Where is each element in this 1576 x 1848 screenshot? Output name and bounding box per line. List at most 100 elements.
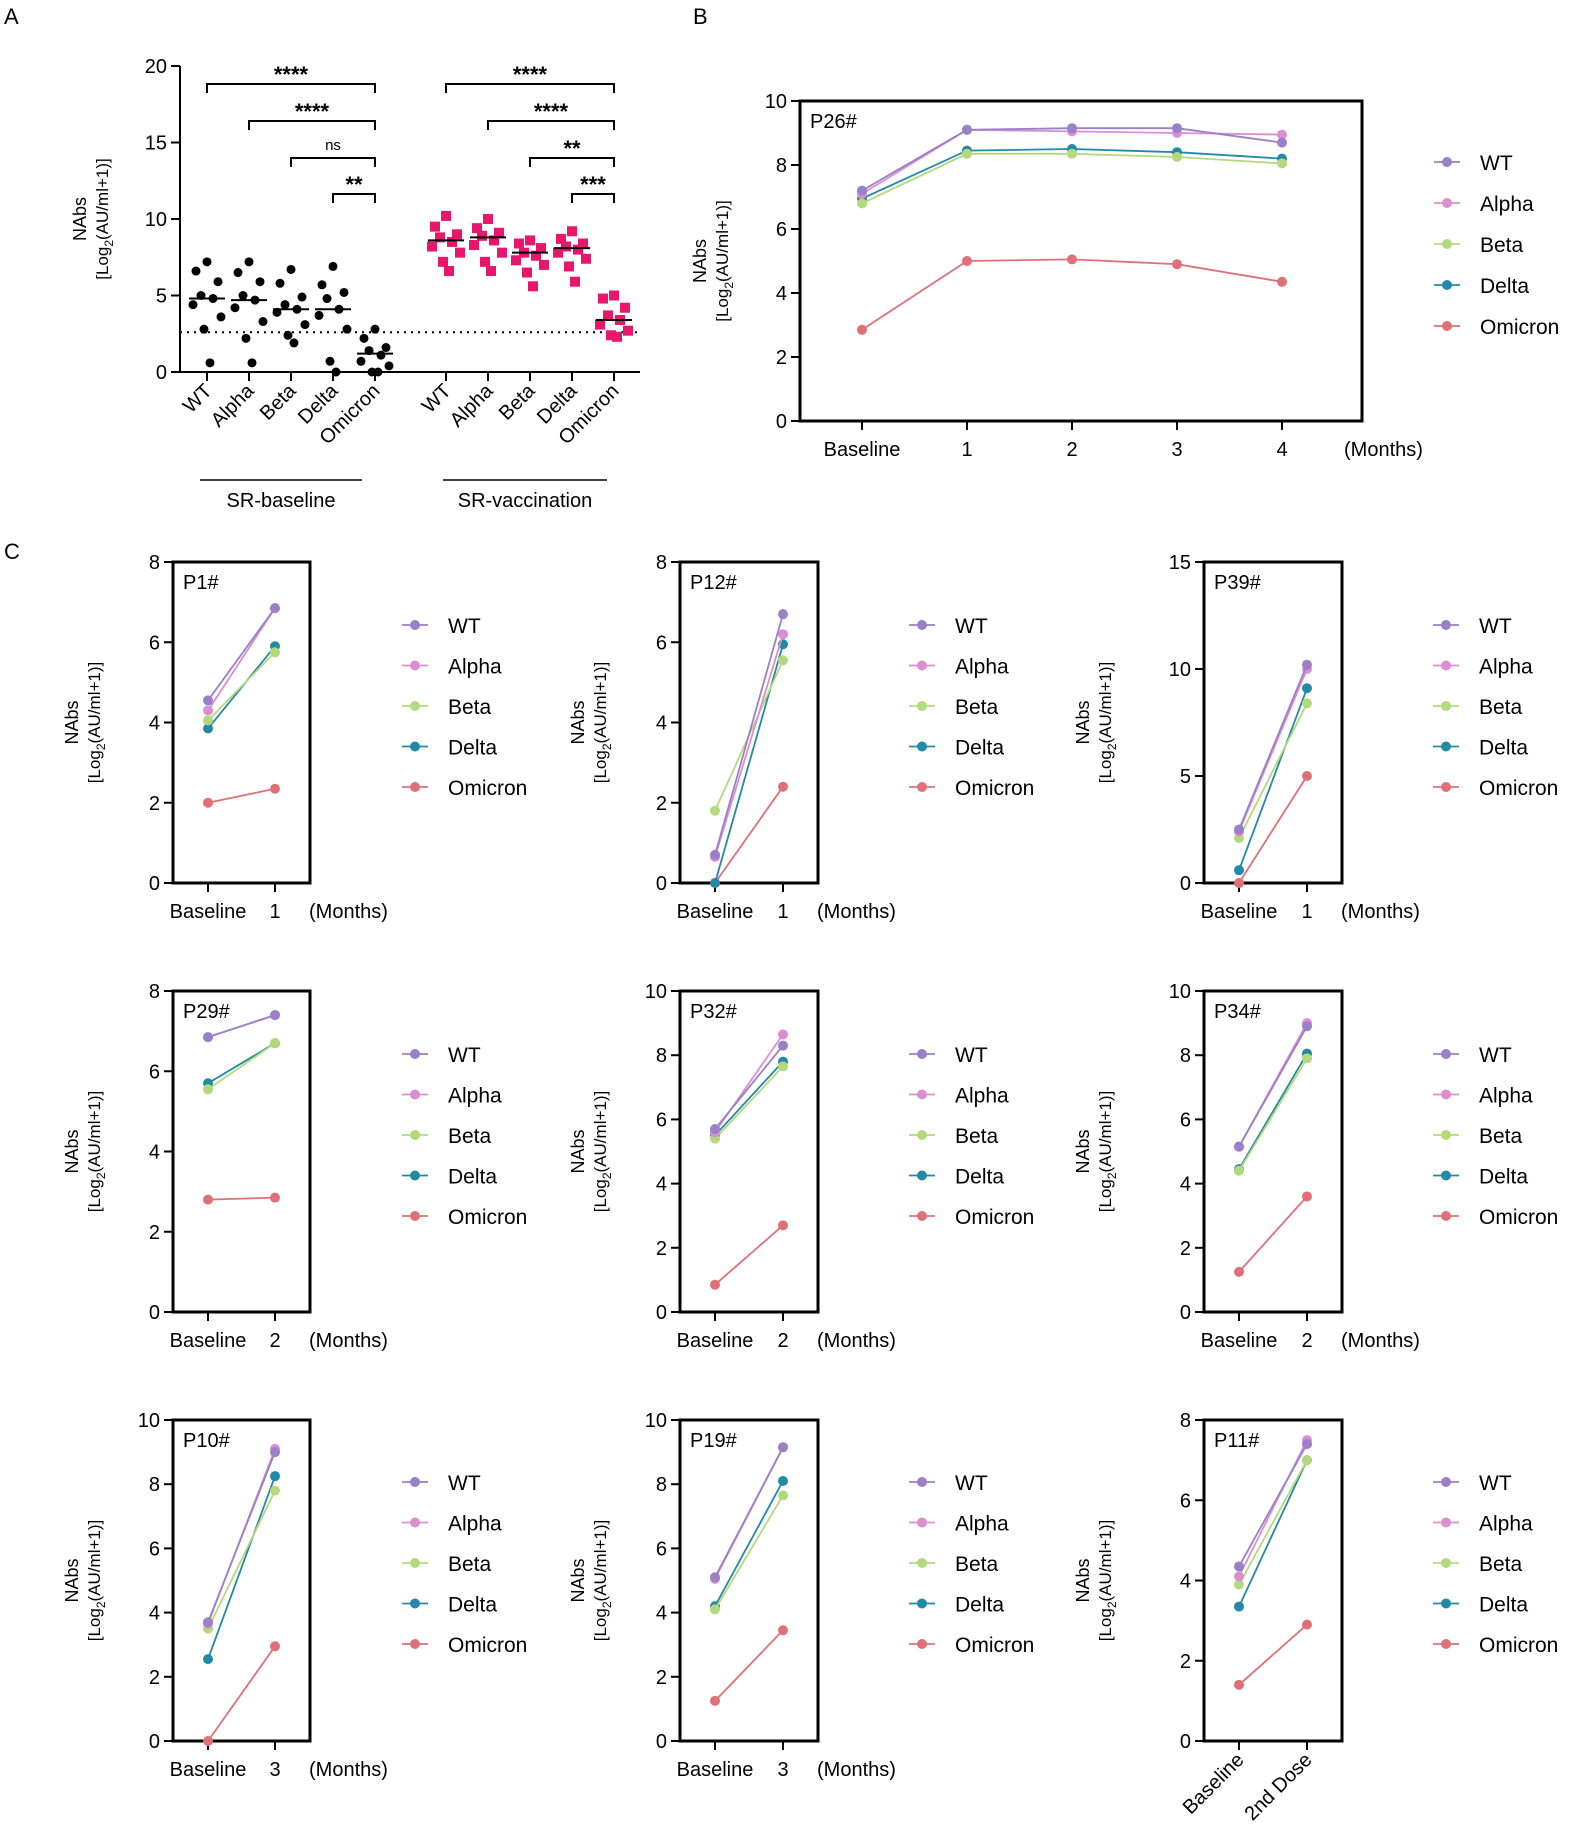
y-tick-label: 0: [156, 362, 167, 384]
plot-frame: [678, 989, 820, 1314]
series-line-delta: [714, 644, 784, 884]
data-point-vaccination: [612, 331, 622, 342]
legend-label: Omicron: [955, 1634, 1034, 1657]
significance-bracket: [206, 83, 376, 93]
data-point-baseline: [258, 317, 268, 327]
series-line-beta: [207, 1490, 276, 1630]
legend-marker: [1442, 321, 1452, 331]
data-point-vaccination: [598, 293, 608, 304]
data-point-beta: [1302, 698, 1312, 709]
x-tick-label: 3: [777, 1759, 788, 1781]
legend-label: Alpha: [955, 656, 1009, 679]
legend-marker: [917, 660, 927, 671]
legend-marker: [1442, 198, 1452, 208]
data-point-baseline: [244, 257, 254, 267]
legend-label: WT: [448, 615, 481, 638]
x-tick-label: 4: [1276, 439, 1287, 461]
y-tick-label: 2: [656, 793, 667, 815]
y-tick-label: 20: [145, 56, 167, 78]
data-point-omicron: [1302, 1619, 1312, 1630]
data-point-omicron: [778, 1625, 788, 1636]
legend-marker: [1441, 1130, 1451, 1140]
legend-label: Delta: [955, 1166, 1004, 1189]
data-point-vaccination: [489, 235, 499, 246]
y-tick-label: 10: [138, 1410, 160, 1432]
data-point-baseline: [188, 300, 198, 310]
panel-label-b: B: [693, 4, 708, 29]
legend-label: Alpha: [448, 656, 502, 679]
y-label-part: (AU/ml+1)]: [1096, 1091, 1115, 1173]
x-tick-label: 2: [1301, 1330, 1312, 1352]
series-line-alpha: [1238, 668, 1308, 832]
data-point-vaccination: [564, 261, 574, 272]
panel-c-line-charts: 0 2 4 6 8 Baseline 1 (Months) P1# WT Alpha Beta Delt…: [62, 552, 1558, 1825]
data-point-baseline: [255, 277, 265, 287]
data-point-vaccination: [427, 241, 437, 252]
data-point-baseline: [230, 303, 240, 313]
legend-marker: [917, 1639, 927, 1649]
data-point-baseline: [381, 343, 391, 353]
legend-marker: [410, 1598, 420, 1609]
data-point-wt: [203, 1032, 213, 1043]
y-tick-label: 0: [149, 1302, 160, 1324]
data-point-omicron: [1172, 259, 1182, 270]
x-axis-unit-label: (Months): [817, 1330, 896, 1352]
x-tick-label: Alpha: [207, 379, 259, 431]
data-point-beta: [857, 198, 867, 209]
data-point-wt: [710, 1572, 720, 1583]
data-point-beta: [962, 148, 972, 159]
series-line-beta: [1238, 1459, 1308, 1585]
legend-marker: [917, 1598, 927, 1609]
y-tick-label: 6: [656, 1109, 667, 1131]
data-point-omicron: [1277, 276, 1287, 287]
y-tick-label: 8: [149, 552, 160, 574]
data-point-vaccination: [578, 238, 588, 249]
y-label-part: [Log: [591, 1608, 610, 1641]
data-point-beta: [710, 1604, 720, 1615]
y-axis-label: NAbs[Log2(AU/ml+1)]: [690, 200, 736, 322]
data-point-baseline: [322, 294, 332, 304]
data-point-baseline: [297, 292, 307, 302]
legend-marker: [1441, 701, 1451, 711]
y-tick-label: 10: [645, 1410, 667, 1432]
legend-marker: [410, 1089, 420, 1100]
x-axis-unit-label: (Months): [309, 901, 388, 923]
data-point-vaccination: [606, 330, 616, 341]
legend-label: Alpha: [1479, 656, 1533, 679]
y-tick-label: 0: [1180, 873, 1191, 895]
data-point-beta: [1067, 148, 1077, 159]
x-tick-label: Alpha: [446, 379, 498, 431]
data-point-baseline: [328, 261, 338, 271]
y-axis-label-unit: [Log2(AU/ml+1)]: [591, 1520, 614, 1642]
data-point-wt: [1277, 137, 1287, 148]
data-point-omicron: [203, 797, 213, 808]
y-axis-label-main: NAbs: [70, 197, 90, 241]
x-axis-unit-label: (Months): [1341, 901, 1420, 923]
data-point-vaccination: [435, 232, 445, 243]
y-tick-label: 2: [656, 1238, 667, 1260]
x-tick-label: 3: [269, 1759, 280, 1781]
data-point-baseline: [314, 310, 324, 320]
data-point-vaccination: [477, 230, 487, 241]
y-tick-label: 6: [149, 1061, 160, 1083]
legend-label: Delta: [1480, 275, 1529, 298]
legend-label: Alpha: [448, 1085, 502, 1108]
y-tick-label: 4: [1180, 1174, 1191, 1196]
legend-marker: [1441, 782, 1451, 792]
y-axis-label: NAbs[Log2(AU/ml+1)]: [62, 1520, 108, 1642]
series-line-delta: [207, 1475, 276, 1660]
data-point-baseline: [331, 367, 341, 377]
series-line-omicron: [1238, 1195, 1308, 1273]
legend-label: WT: [1479, 1044, 1512, 1067]
data-point-vaccination: [497, 247, 507, 258]
data-point-beta: [778, 1061, 788, 1072]
x-axis-unit-label: (Months): [309, 1330, 388, 1352]
data-point-vaccination: [595, 319, 605, 330]
series-line-delta: [1238, 687, 1308, 871]
y-tick-label: 4: [656, 1603, 667, 1625]
plot-frame: [171, 989, 312, 1314]
significance-label: **: [345, 172, 363, 197]
y-tick-label: 8: [656, 1045, 667, 1067]
y-tick-label: 2: [149, 1222, 160, 1244]
